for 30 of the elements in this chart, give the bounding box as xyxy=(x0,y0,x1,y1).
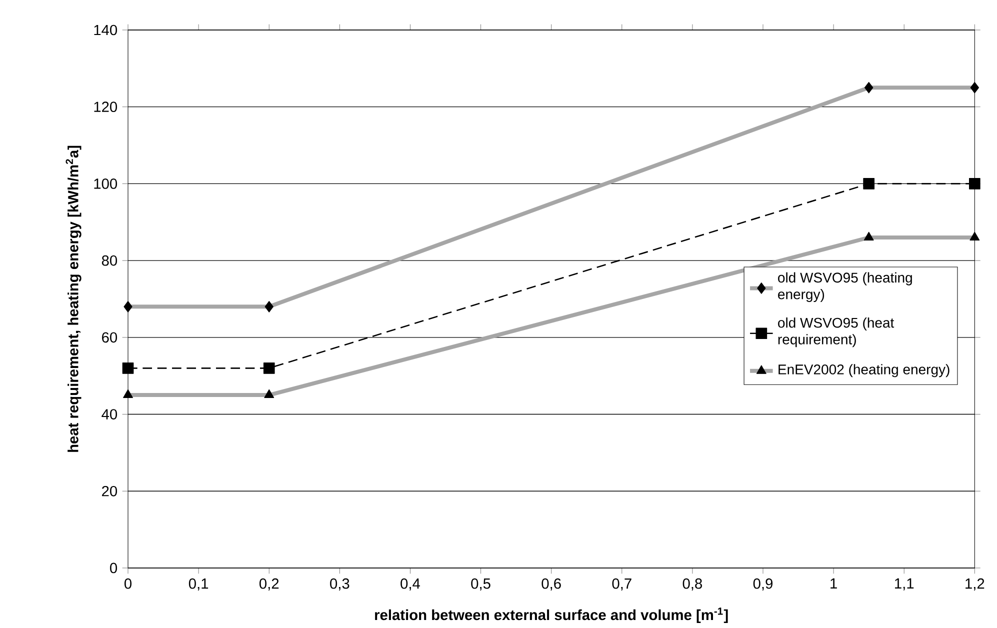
x-tick-label: 0,4 xyxy=(400,578,420,591)
x-tick-label: 1 xyxy=(830,578,837,589)
x-tick-label: 0,6 xyxy=(542,578,561,591)
legend-label: old WSVO95 (heat requirement) xyxy=(778,318,894,348)
x-tick-label: 0 xyxy=(124,578,132,590)
point xyxy=(122,362,134,374)
x-tick-label: 1,1 xyxy=(895,578,914,591)
x-tick-label: 0,1 xyxy=(188,578,208,591)
x-tick-label: 0,7 xyxy=(612,578,632,591)
x-axis-title: relation between external surface and volume [m$^{-1}$] xyxy=(375,608,728,624)
y-tick-label: 140 xyxy=(94,25,118,36)
point xyxy=(263,362,275,374)
legend-label: EnEV2002 (heating energy) xyxy=(778,364,950,378)
x-tick-label: 0,9 xyxy=(753,578,772,591)
legend-label: old WSVO95 (heating energy) xyxy=(778,272,912,302)
y-axis-title: heat requirement, heating energy [kWh/m$^{2}$a] xyxy=(66,146,82,452)
y-tick-label: 0 xyxy=(110,563,118,574)
x-tick-label: 0,2 xyxy=(259,578,279,591)
x-tick-label: 0,3 xyxy=(330,578,350,591)
y-tick-label: 120 xyxy=(94,102,118,112)
point xyxy=(968,178,980,190)
x-tick-label: 0,5 xyxy=(471,578,490,591)
y-tick-label: 60 xyxy=(102,332,118,343)
y-tick-label: 100 xyxy=(94,178,118,190)
x-tick-label: 1,2 xyxy=(966,578,984,591)
y-tick-label: 40 xyxy=(102,409,118,420)
point xyxy=(863,178,874,190)
x-tick-label: 0,8 xyxy=(682,578,702,591)
y-tick-label: 20 xyxy=(102,486,118,497)
y-tick-label: 80 xyxy=(102,256,118,266)
